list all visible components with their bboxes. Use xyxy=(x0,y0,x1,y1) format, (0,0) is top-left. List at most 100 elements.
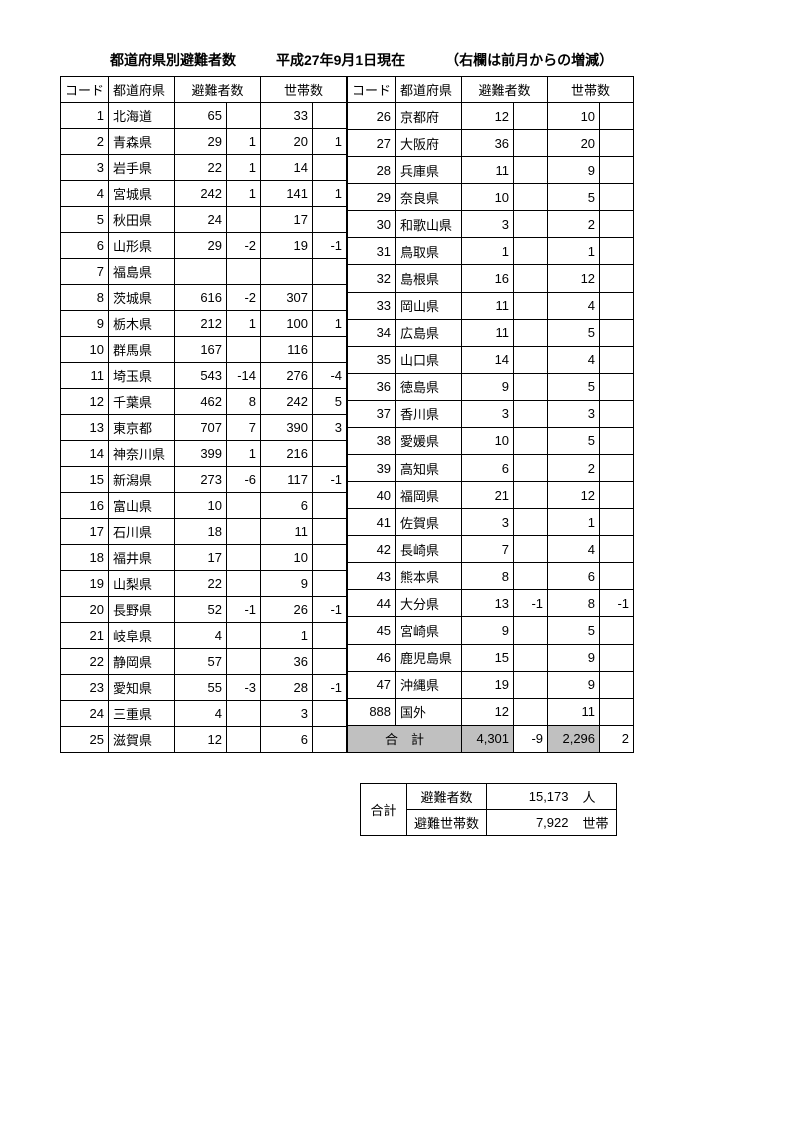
cell-house: 26 xyxy=(261,597,313,623)
table-row: 19山梨県229 xyxy=(61,571,347,597)
cell-house-diff: 1 xyxy=(313,311,347,337)
cell-house: 11 xyxy=(548,698,600,725)
cell-evac: 22 xyxy=(175,571,227,597)
cell-evac: 55 xyxy=(175,675,227,701)
cell-house-diff xyxy=(600,482,634,509)
cell-pref: 鹿児島県 xyxy=(396,644,462,671)
cell-evac-diff xyxy=(514,617,548,644)
table-row: 14神奈川県3991216 xyxy=(61,441,347,467)
subtotal-label: 合 計 xyxy=(348,725,462,752)
cell-house: 242 xyxy=(261,389,313,415)
cell-evac: 14 xyxy=(462,346,514,373)
cell-evac: 12 xyxy=(462,698,514,725)
summary-key: 避難世帯数 xyxy=(407,810,487,836)
cell-code: 27 xyxy=(348,130,396,157)
cell-house-diff xyxy=(600,671,634,698)
cell-evac: 21 xyxy=(462,482,514,509)
cell-evac-diff xyxy=(227,701,261,727)
table-row: 34広島県115 xyxy=(348,319,634,346)
cell-code: 43 xyxy=(348,563,396,590)
cell-evac: 19 xyxy=(462,671,514,698)
hdr-pref: 都道府県 xyxy=(109,77,175,103)
table-row: 4宮城県24211411 xyxy=(61,181,347,207)
table-row: 31鳥取県11 xyxy=(348,238,634,265)
summary-block: 合計 避難者数 15,173 人 避難世帯数 7,922 世帯 xyxy=(360,783,739,836)
cell-evac: 12 xyxy=(175,727,227,753)
cell-evac: 242 xyxy=(175,181,227,207)
cell-code: 9 xyxy=(61,311,109,337)
cell-code: 21 xyxy=(61,623,109,649)
cell-code: 19 xyxy=(61,571,109,597)
cell-house-diff xyxy=(313,103,347,129)
cell-evac-diff xyxy=(514,509,548,536)
cell-pref: 奈良県 xyxy=(396,184,462,211)
table-row: 17石川県1811 xyxy=(61,519,347,545)
table-row: 12千葉県46282425 xyxy=(61,389,347,415)
cell-evac: 4 xyxy=(175,623,227,649)
cell-house-diff: -4 xyxy=(313,363,347,389)
cell-pref: 高知県 xyxy=(396,455,462,482)
cell-evac xyxy=(175,259,227,285)
title-main: 都道府県別避難者数 xyxy=(110,50,236,70)
subtotal-house-diff: 2 xyxy=(600,725,634,752)
cell-house: 28 xyxy=(261,675,313,701)
table-row: 16富山県106 xyxy=(61,493,347,519)
cell-house: 36 xyxy=(261,649,313,675)
cell-evac: 1 xyxy=(462,238,514,265)
cell-house: 4 xyxy=(548,536,600,563)
cell-evac-diff xyxy=(227,259,261,285)
cell-evac-diff: 1 xyxy=(227,155,261,181)
cell-evac: 11 xyxy=(462,157,514,184)
summary-table: 合計 避難者数 15,173 人 避難世帯数 7,922 世帯 xyxy=(360,783,617,836)
cell-house-diff xyxy=(600,536,634,563)
subtotal-evac-diff: -9 xyxy=(514,725,548,752)
table-row: 45宮崎県95 xyxy=(348,617,634,644)
cell-house: 6 xyxy=(261,493,313,519)
cell-pref: 鳥取県 xyxy=(396,238,462,265)
cell-house: 19 xyxy=(261,233,313,259)
cell-evac: 22 xyxy=(175,155,227,181)
cell-pref: 東京都 xyxy=(109,415,175,441)
table-row: 10群馬県167116 xyxy=(61,337,347,363)
cell-evac-diff xyxy=(514,292,548,319)
cell-code: 33 xyxy=(348,292,396,319)
cell-house: 390 xyxy=(261,415,313,441)
cell-pref: 広島県 xyxy=(396,319,462,346)
table-row: 1北海道6533 xyxy=(61,103,347,129)
cell-pref: 静岡県 xyxy=(109,649,175,675)
cell-code: 16 xyxy=(61,493,109,519)
table-row: 3岩手県22114 xyxy=(61,155,347,181)
cell-code: 34 xyxy=(348,319,396,346)
cell-code: 36 xyxy=(348,373,396,400)
subtotal-house: 2,296 xyxy=(548,725,600,752)
summary-val: 15,173 xyxy=(487,784,577,810)
cell-house-diff xyxy=(313,337,347,363)
table-row: 36徳島県95 xyxy=(348,373,634,400)
cell-evac: 10 xyxy=(462,427,514,454)
cell-house: 10 xyxy=(548,103,600,130)
cell-pref: 福井県 xyxy=(109,545,175,571)
cell-house: 4 xyxy=(548,346,600,373)
cell-evac-diff xyxy=(514,427,548,454)
summary-row: 合計 避難者数 15,173 人 xyxy=(361,784,617,810)
cell-house-diff xyxy=(313,727,347,753)
header-row: コード 都道府県 避難者数 世帯数 xyxy=(61,77,347,103)
cell-code: 8 xyxy=(61,285,109,311)
cell-pref: 山形県 xyxy=(109,233,175,259)
left-table: コード 都道府県 避難者数 世帯数 1北海道65332青森県2912013岩手県… xyxy=(60,76,347,753)
cell-house-diff xyxy=(313,545,347,571)
table-row: 23愛知県55-328-1 xyxy=(61,675,347,701)
table-row: 15新潟県273-6117-1 xyxy=(61,467,347,493)
hdr-evac: 避難者数 xyxy=(462,77,548,103)
hdr-code: コード xyxy=(61,77,109,103)
cell-evac: 65 xyxy=(175,103,227,129)
table-row: 29奈良県105 xyxy=(348,184,634,211)
cell-house: 307 xyxy=(261,285,313,311)
cell-evac: 7 xyxy=(462,536,514,563)
table-row: 26京都府1210 xyxy=(348,103,634,130)
cell-pref: 北海道 xyxy=(109,103,175,129)
cell-code: 28 xyxy=(348,157,396,184)
cell-house: 20 xyxy=(261,129,313,155)
cell-pref: 石川県 xyxy=(109,519,175,545)
cell-evac-diff xyxy=(514,644,548,671)
